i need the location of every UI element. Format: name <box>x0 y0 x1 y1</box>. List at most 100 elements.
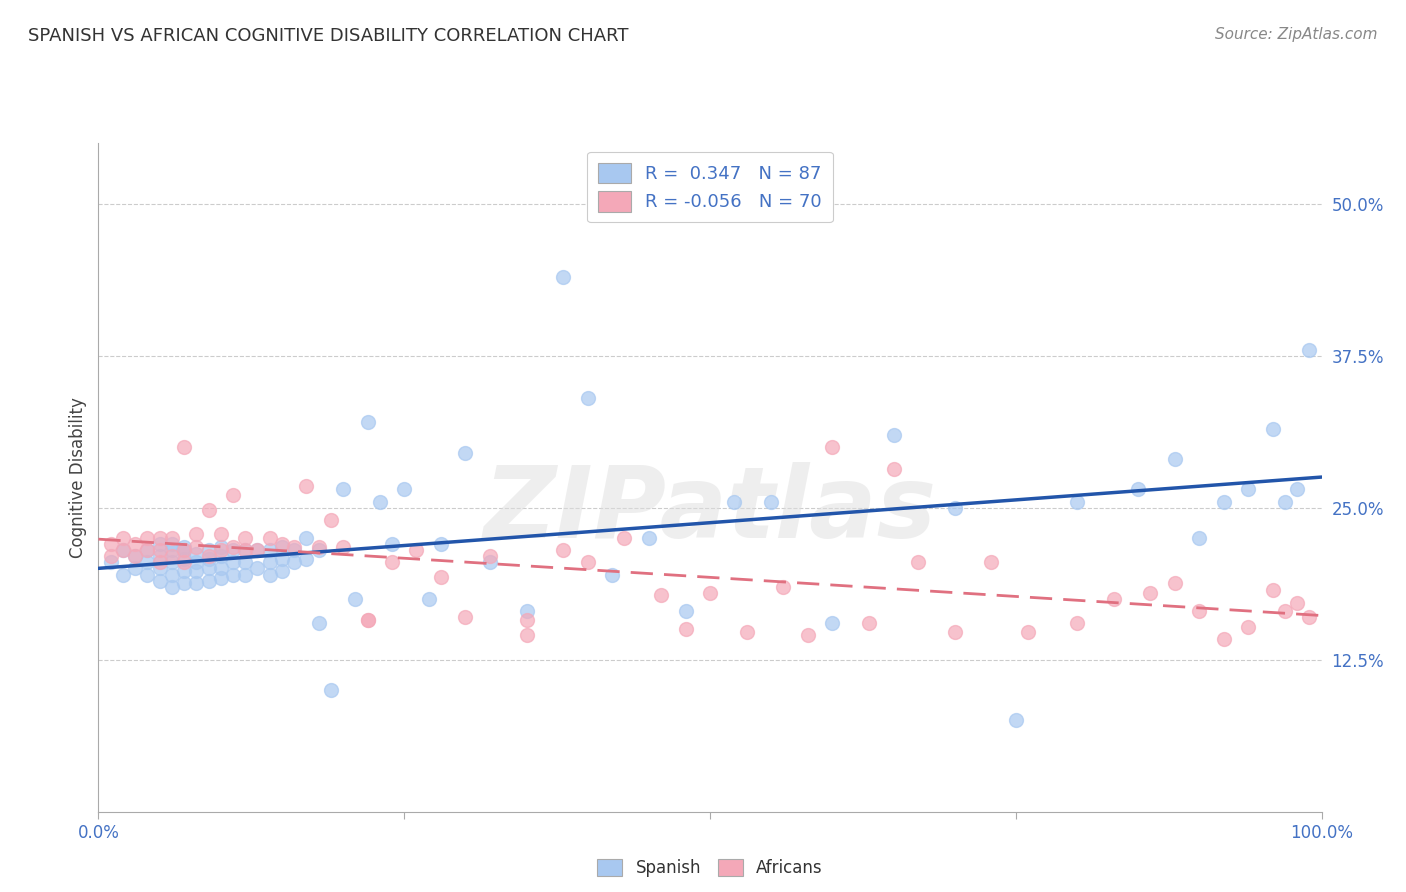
Point <box>259 543 281 558</box>
Point <box>209 527 232 541</box>
Point <box>283 540 305 554</box>
Point <box>259 567 281 582</box>
Point <box>149 543 172 558</box>
Point <box>980 555 1002 569</box>
Point <box>699 586 721 600</box>
Point <box>186 527 208 541</box>
Point <box>173 564 195 578</box>
Point <box>356 613 378 627</box>
Point <box>478 555 501 569</box>
Point <box>1237 483 1260 497</box>
Point <box>100 549 122 564</box>
Point <box>136 531 159 545</box>
Point <box>1212 494 1234 508</box>
Text: Source: ZipAtlas.com: Source: ZipAtlas.com <box>1215 27 1378 42</box>
Point <box>111 567 134 582</box>
Point <box>209 543 232 558</box>
Point <box>173 543 195 558</box>
Text: SPANISH VS AFRICAN COGNITIVE DISABILITY CORRELATION CHART: SPANISH VS AFRICAN COGNITIVE DISABILITY … <box>28 27 628 45</box>
Point <box>100 537 122 551</box>
Point <box>149 561 172 575</box>
Point <box>160 555 183 569</box>
Point <box>259 531 281 545</box>
Point <box>675 604 697 618</box>
Point <box>283 543 305 558</box>
Point <box>1066 616 1088 631</box>
Point <box>600 567 623 582</box>
Point <box>149 531 172 545</box>
Point <box>233 531 256 545</box>
Point <box>173 540 195 554</box>
Point <box>772 580 794 594</box>
Point <box>270 564 294 578</box>
Point <box>430 570 453 584</box>
Point <box>319 513 342 527</box>
Point <box>1188 604 1211 618</box>
Point <box>381 555 404 569</box>
Point <box>222 543 245 558</box>
Point <box>149 537 172 551</box>
Point <box>111 531 134 545</box>
Point <box>246 561 269 575</box>
Point <box>160 580 183 594</box>
Point <box>222 567 245 582</box>
Point <box>883 427 905 442</box>
Point <box>186 564 208 578</box>
Point <box>1102 591 1125 606</box>
Point <box>319 683 342 698</box>
Point <box>173 551 195 566</box>
Point <box>209 571 232 585</box>
Point <box>1286 483 1309 497</box>
Point <box>124 549 146 564</box>
Point <box>368 494 391 508</box>
Point <box>186 555 208 569</box>
Point <box>197 543 219 558</box>
Point <box>136 543 159 558</box>
Point <box>270 540 294 554</box>
Point <box>553 543 575 558</box>
Point <box>553 269 575 284</box>
Point <box>295 479 318 493</box>
Point <box>454 446 477 460</box>
Point <box>735 624 758 639</box>
Point <box>111 543 134 558</box>
Point <box>160 537 183 551</box>
Point <box>761 494 783 508</box>
Point <box>1017 624 1039 639</box>
Point <box>576 555 599 569</box>
Point <box>1212 632 1234 646</box>
Point <box>160 543 183 558</box>
Point <box>675 622 697 636</box>
Point <box>295 531 318 545</box>
Point <box>136 567 159 582</box>
Point <box>209 561 232 575</box>
Point <box>821 616 844 631</box>
Point <box>1274 494 1296 508</box>
Point <box>883 461 905 475</box>
Point <box>246 543 269 558</box>
Point <box>136 543 159 558</box>
Point <box>418 591 440 606</box>
Point <box>295 551 318 566</box>
Point <box>100 555 122 569</box>
Point <box>233 567 256 582</box>
Point <box>1261 583 1284 598</box>
Point <box>430 537 453 551</box>
Point <box>136 555 159 569</box>
Point <box>124 549 146 564</box>
Point <box>650 588 672 602</box>
Point <box>283 555 305 569</box>
Point <box>149 574 172 588</box>
Point <box>160 531 183 545</box>
Point <box>197 549 219 564</box>
Point <box>1274 604 1296 618</box>
Point <box>197 574 219 588</box>
Point <box>259 555 281 569</box>
Point <box>478 549 501 564</box>
Point <box>1237 620 1260 634</box>
Point <box>149 549 172 564</box>
Y-axis label: Cognitive Disability: Cognitive Disability <box>69 397 87 558</box>
Point <box>405 543 427 558</box>
Point <box>1004 714 1026 728</box>
Point <box>454 610 477 624</box>
